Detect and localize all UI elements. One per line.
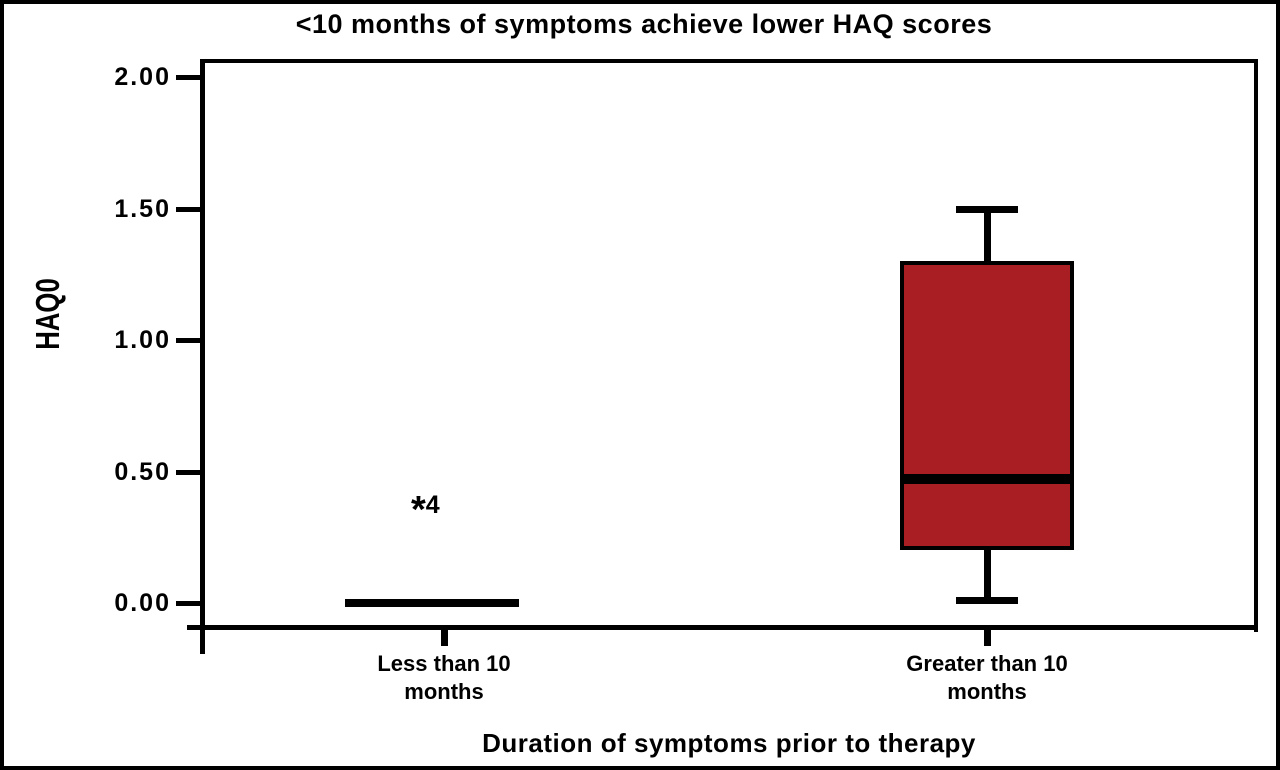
outlier-asterisk: * [411, 489, 426, 532]
median-line [900, 474, 1074, 485]
outlier-case-label: 4 [425, 491, 440, 520]
box-rect [900, 261, 1074, 551]
whisker-line-bottom [984, 550, 991, 600]
x-axis-title: Duration of symptoms prior to therapy [482, 728, 976, 758]
y-tick [176, 75, 202, 80]
chart-title: <10 months of symptoms achieve lower HAQ… [295, 9, 993, 39]
y-tick [176, 601, 202, 606]
chart-layer: 2.00 1.50 1.00 0.50 0.00 Less than 10 months G… [4, 4, 1276, 766]
y-tick-label: 1.00 [114, 326, 171, 354]
outlier-marker: *4 [411, 491, 440, 529]
collapsed-box-bar [345, 599, 519, 607]
plot-border-right [1254, 59, 1258, 632]
x-axis-line [187, 625, 1258, 630]
x-tick-label: Greater than 10 months [906, 651, 1068, 704]
y-tick [176, 338, 202, 343]
x-tick-label: Less than 10 months [377, 651, 511, 704]
y-tick [176, 206, 202, 212]
whisker-cap-bottom [956, 597, 1018, 604]
whisker-line-top [984, 208, 991, 262]
plot-border-top [201, 59, 1258, 63]
y-axis-line [200, 59, 205, 654]
y-tick-label: 0.00 [114, 589, 171, 617]
y-tick [176, 469, 202, 475]
y-tick-label: 0.50 [114, 457, 171, 486]
y-tick-label: 1.50 [114, 194, 171, 223]
x-tick [984, 628, 991, 646]
y-tick-label: 2.00 [114, 63, 171, 91]
x-tick [441, 628, 448, 646]
